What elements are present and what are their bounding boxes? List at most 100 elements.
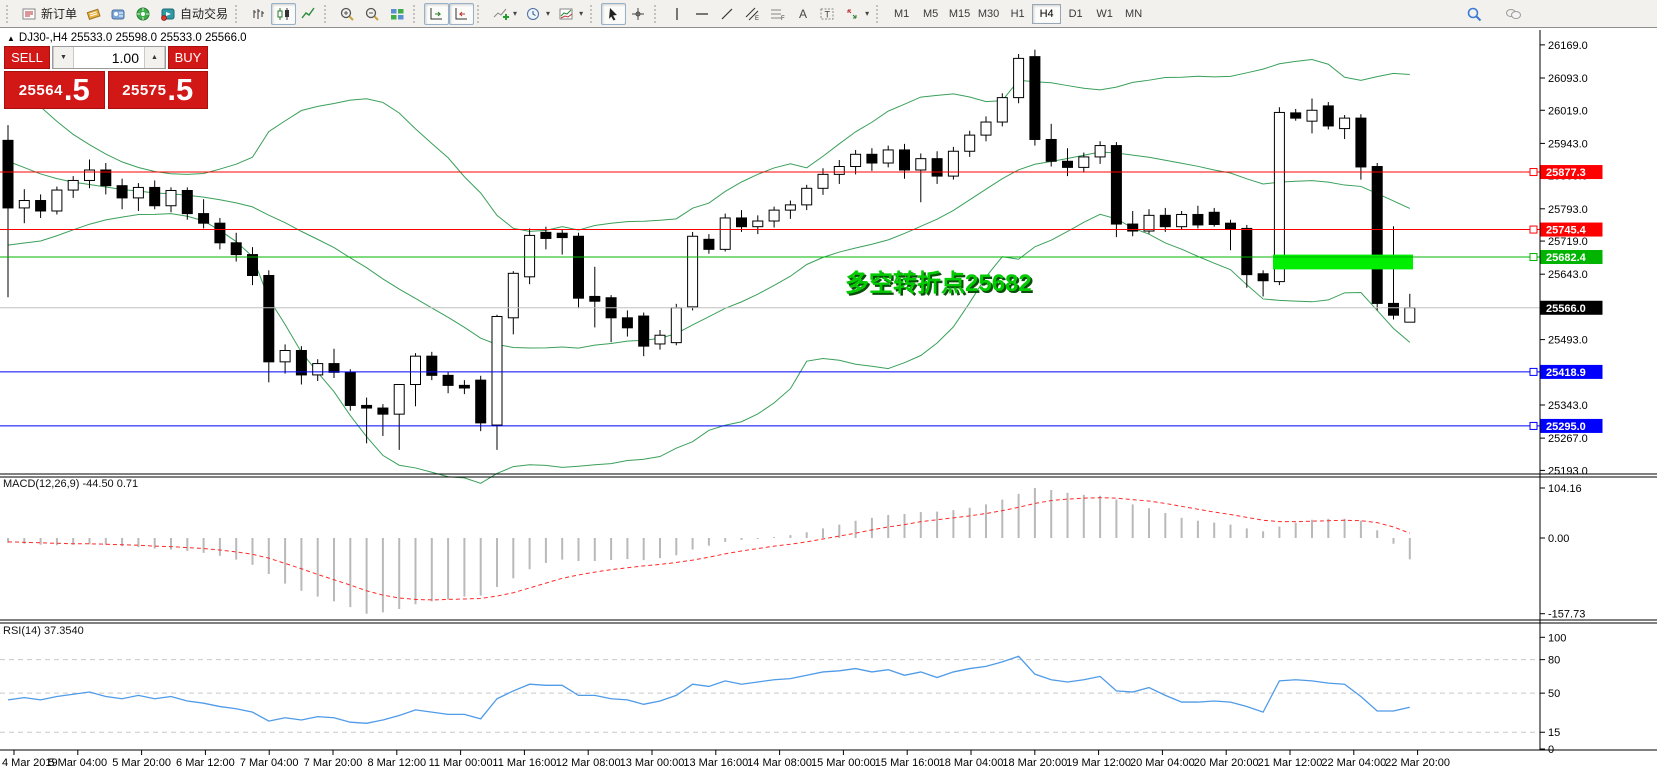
time-label: 22 Mar 20:00	[1385, 757, 1450, 769]
svg-text:25719.0: 25719.0	[1548, 236, 1588, 248]
candle	[719, 217, 731, 250]
time-label: 11 Mar 00:00	[429, 757, 493, 769]
autoscroll-icon	[430, 7, 443, 19]
history-center-icon-button[interactable]	[106, 3, 131, 25]
chart-title: ▲ DJ30-,H4 25533.0 25598.0 25533.0 25566…	[7, 32, 247, 44]
trendline-icon	[721, 8, 733, 19]
buy-price-int: 25575	[122, 81, 167, 99]
price-tag	[1540, 300, 1603, 315]
candle	[214, 222, 226, 244]
navigator-icon	[136, 7, 150, 20]
trendline-button[interactable]	[715, 3, 740, 25]
new-order-button[interactable]: 新订单	[17, 3, 81, 25]
line-end-marker[interactable]	[1529, 168, 1538, 177]
annotation-shadow: 多空转折点25682	[847, 271, 1034, 299]
volume-decrease-button[interactable]: ▼	[53, 47, 74, 68]
zoom-in-button[interactable]	[335, 3, 360, 25]
candle	[328, 363, 340, 373]
periods-button[interactable]: ▾	[521, 3, 554, 25]
volume-value[interactable]: 1.00	[111, 49, 139, 66]
bollinger-bands	[7, 58, 1411, 484]
chat-icon[interactable]	[1501, 3, 1526, 25]
line-end-marker[interactable]	[1529, 367, 1538, 376]
chart-canvas[interactable]: 多空转折点25682多空转折点2568226169.026093.026019.…	[0, 28, 1657, 774]
candle	[312, 363, 324, 376]
candle	[1143, 214, 1155, 232]
tile-icon	[391, 8, 404, 19]
line-end-marker[interactable]	[1529, 421, 1538, 430]
autotrading-icon	[161, 8, 175, 21]
candle	[51, 189, 63, 212]
chart-window[interactable]: 多空转折点25682 多空转折点25682 26169.0 26093.0 26019.…	[0, 28, 1657, 774]
search-icon	[1467, 7, 1482, 21]
line-chart-button[interactable]	[296, 3, 321, 25]
bar-chart-button[interactable]	[246, 3, 271, 25]
time-label: 7 Mar 20:00	[304, 757, 363, 769]
horizontal-lines[interactable]	[0, 168, 1540, 430]
search-icon[interactable]	[1462, 3, 1487, 25]
candle	[165, 189, 177, 207]
candle	[817, 173, 829, 189]
fibonacci-button[interactable]: F	[765, 3, 790, 25]
line-end-marker[interactable]	[1529, 225, 1538, 234]
arrows-button[interactable]: ▾	[840, 3, 873, 25]
candle	[458, 384, 470, 389]
timeframe-m5-button[interactable]: M5	[922, 7, 939, 20]
time-label: 6 Mar 12:00	[176, 757, 235, 769]
time-label: 13 Mar 16:00	[683, 757, 748, 769]
toolbar-group-handle	[235, 4, 242, 23]
timeframe-w1-button[interactable]: W1	[1096, 7, 1113, 20]
chart-annotation-text[interactable]: 多空转折点25682	[845, 269, 1032, 297]
timeframe-h1-button[interactable]: H1	[1010, 7, 1025, 20]
equidistant-channel-button[interactable]: E	[740, 3, 765, 25]
auto-scroll-button[interactable]	[424, 2, 450, 25]
template-button[interactable]: ▾	[554, 3, 587, 25]
horizontal-line-button[interactable]	[690, 3, 715, 25]
candle	[344, 371, 356, 406]
candle	[247, 254, 258, 277]
candle	[752, 220, 764, 228]
time-label: 20 Mar 04:00	[1130, 757, 1195, 769]
candle	[295, 350, 307, 376]
crosshair-button[interactable]	[626, 3, 651, 25]
buy-button[interactable]: BUY	[168, 46, 208, 69]
svg-text:25745.4: 25745.4	[1546, 225, 1587, 237]
svg-text:25943.0: 25943.0	[1548, 138, 1588, 150]
highlight-zone-rect[interactable]	[1273, 254, 1413, 270]
timeframe-mn-button[interactable]: MN	[1125, 7, 1143, 20]
candle	[931, 158, 943, 177]
tile-windows-button[interactable]	[385, 3, 410, 25]
vertical-line-button[interactable]	[665, 3, 690, 25]
sell-price-display[interactable]: 25564 .5	[4, 71, 105, 109]
vline-icon	[676, 7, 678, 20]
line-end-marker[interactable]	[1529, 253, 1538, 262]
time-label: 22 Mar 04:00	[1321, 757, 1386, 769]
timeframe-m30-button[interactable]: M30	[977, 7, 1000, 20]
svg-text:0.00: 0.00	[1548, 533, 1569, 545]
crosshair-icon	[632, 7, 645, 20]
timeframe-m1-button[interactable]: M1	[893, 7, 910, 20]
toolbar-group-handle	[876, 4, 883, 23]
text-button[interactable]: A	[790, 3, 815, 25]
navigator-icon-button[interactable]	[131, 3, 156, 25]
chart-shift-button[interactable]	[449, 2, 475, 25]
candlestick-chart-button[interactable]	[271, 2, 297, 25]
add-indicator-button[interactable]: ▾	[488, 3, 521, 25]
volume-increase-button[interactable]: ▲	[144, 47, 165, 68]
price-tag	[1540, 250, 1603, 265]
candle	[1127, 223, 1139, 232]
cursor-button[interactable]	[601, 2, 627, 25]
candle	[573, 235, 584, 299]
text-label-button[interactable]: T	[815, 3, 840, 25]
candle	[263, 275, 275, 363]
time-label: 18 Mar 04:00	[939, 757, 1004, 769]
timeframe-m15-button[interactable]: M15	[948, 7, 971, 20]
sell-button[interactable]: SELL	[4, 46, 50, 69]
autotrading-button[interactable]: 自动交易	[156, 3, 232, 25]
zoom-out-button[interactable]	[360, 3, 385, 25]
terminal-icon-button[interactable]	[81, 3, 106, 25]
macd-indicator-label: MACD(12,26,9) -44.50 0.71	[3, 478, 138, 490]
timeframe-d1-button[interactable]: D1	[1068, 7, 1083, 20]
buy-price-display[interactable]: 25575 .5	[107, 71, 208, 109]
timeframe-h4-button[interactable]: H4	[1032, 3, 1062, 24]
